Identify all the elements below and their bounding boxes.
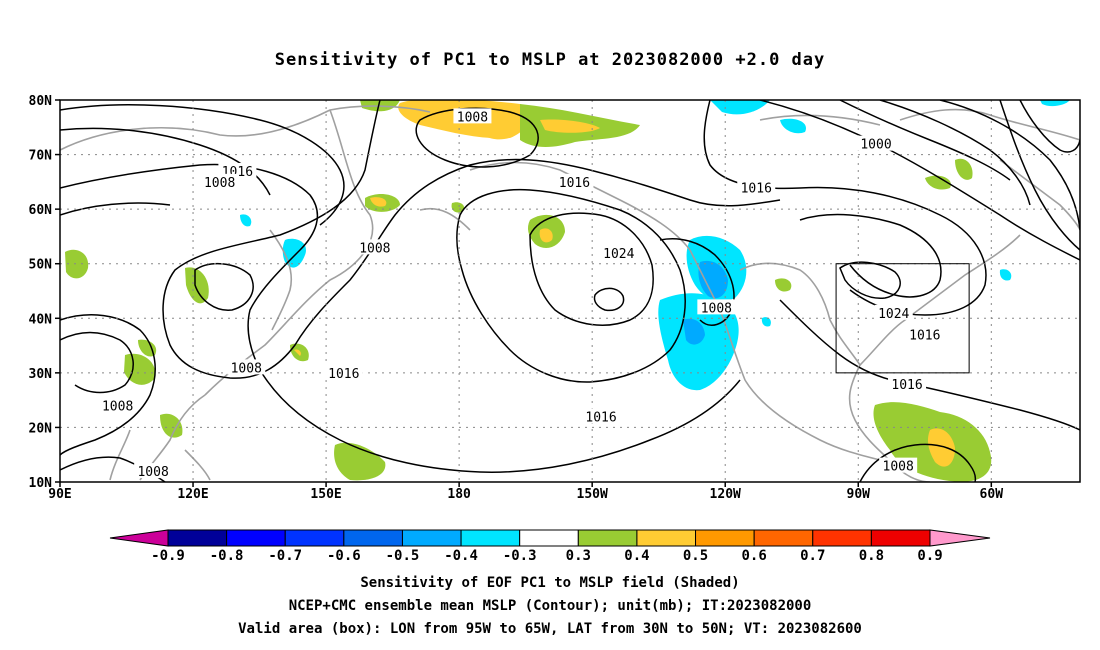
lat-label: 70N [29, 149, 53, 164]
colorbar-label: 0.7 [800, 548, 825, 564]
colorbar-label: -0.9 [151, 548, 185, 564]
lat-label: 10N [29, 476, 53, 491]
colorbar-label: -0.5 [386, 548, 420, 564]
colorbar-swatch [343, 529, 403, 547]
colorbar-high-end [929, 529, 991, 547]
contour-label-bg [227, 359, 266, 375]
contour-label: 1024 [878, 307, 909, 322]
contour-label-bg [599, 244, 638, 260]
colorbar-label: -0.6 [327, 548, 361, 564]
contour-label-bg [582, 408, 621, 424]
contour-label: 1008 [204, 176, 235, 191]
colorbar-swatch [753, 529, 814, 547]
colorbar-swatch [577, 529, 638, 547]
colorbar-label: 0.5 [683, 548, 708, 564]
caption-valid-area: Valid area (box): LON from 95W to 65W, L… [238, 621, 862, 637]
lon-label: 60W [980, 487, 1004, 502]
lon-label: 150E [310, 487, 341, 502]
colorbar-swatch [167, 529, 228, 547]
colorbar-swatch [226, 529, 286, 547]
colorbar: -0.9 -0.8 -0.7 -0.6 -0.5 -0.4 -0.3 0.3 0.4 0.5 0.6… [109, 529, 991, 564]
contour-label: 1008 [102, 400, 133, 415]
caption-shading: Sensitivity of EOF PC1 to MSLP field (Sh… [360, 575, 740, 591]
lat-label: 20N [29, 421, 53, 436]
colorbar-label: -0.7 [268, 548, 302, 564]
contour-label-bg [857, 135, 895, 151]
colorbar-label: -0.8 [210, 548, 244, 564]
lat-label: 30N [29, 367, 53, 382]
colorbar-swatch [460, 529, 521, 547]
colorbar-label: 0.9 [917, 548, 942, 564]
caption-contour: NCEP+CMC ensemble mean MSLP (Contour); u… [288, 598, 812, 614]
lon-label: 180 [447, 487, 471, 502]
contour-label: 1016 [559, 176, 590, 191]
contour-label-bg [697, 299, 736, 315]
colorbar-swatch [812, 529, 872, 547]
contour-label: 1016 [909, 329, 940, 344]
contour-label: 1024 [603, 247, 634, 262]
colorbar-label: -0.3 [503, 548, 537, 564]
contour-label: 1016 [585, 411, 616, 426]
contour-label-bg [879, 457, 918, 473]
coastlines [60, 105, 1080, 482]
contour-label: 1008 [137, 465, 168, 480]
lat-label: 40N [29, 312, 53, 327]
colorbar-swatch [401, 529, 462, 547]
contour-label-bg [905, 326, 944, 342]
map-title: Sensitivity of PC1 to MSLP at 2023082000… [274, 50, 826, 70]
contour-label: 1008 [701, 301, 732, 316]
plot-frame [59, 99, 1081, 483]
lon-label: 120E [177, 487, 208, 502]
contour-label-bg [355, 239, 394, 255]
contour-label: 1000 [860, 138, 891, 153]
colorbar-label: 0.6 [742, 548, 767, 564]
contour-label-bg [874, 304, 913, 320]
lat-label: 50N [29, 258, 53, 273]
mslp-contours [60, 100, 1080, 482]
lat-label: 80N [29, 94, 53, 109]
colorbar-label: -0.4 [444, 548, 478, 564]
contour-label: 1008 [457, 110, 488, 125]
contour-label: 1008 [883, 460, 914, 475]
colorbar-label: 0.3 [566, 548, 591, 564]
contour-label-bg [200, 173, 239, 189]
contour-label: 1016 [891, 378, 922, 393]
colorbar-swatch [284, 529, 345, 547]
contour-label-bg [134, 463, 173, 479]
lon-label: 90E [48, 487, 71, 502]
contour-label-bg [453, 108, 492, 124]
valid-area-box [835, 263, 970, 374]
contour-label-bg [737, 179, 776, 195]
contour-label: 1008 [231, 361, 262, 376]
contour-label: 1016 [328, 367, 359, 382]
contour-label-bg [888, 375, 927, 391]
colorbar-swatch [870, 529, 931, 547]
contour-label-bg [324, 364, 363, 380]
contour-label-bg [98, 397, 137, 413]
contour-labels: 1008 1016 1008 1016 1016 1000 1008 1024 1008 1024… [98, 108, 944, 480]
gridlines [60, 100, 1080, 482]
contour-label: 1008 [359, 241, 390, 256]
colorbar-label: 0.8 [859, 548, 884, 564]
contour-label-bg [555, 173, 594, 189]
colorbar-low-end [109, 529, 169, 547]
lon-label: 150W [577, 487, 608, 502]
lon-label: 90W [847, 487, 871, 502]
colorbar-label: 0.4 [624, 548, 649, 564]
lon-label: 120W [710, 487, 741, 502]
lat-label: 60N [29, 203, 53, 218]
colorbar-swatch [519, 529, 579, 547]
colorbar-swatch [695, 529, 755, 547]
colorbar-swatch [636, 529, 697, 547]
contour-label: 1016 [741, 181, 772, 196]
